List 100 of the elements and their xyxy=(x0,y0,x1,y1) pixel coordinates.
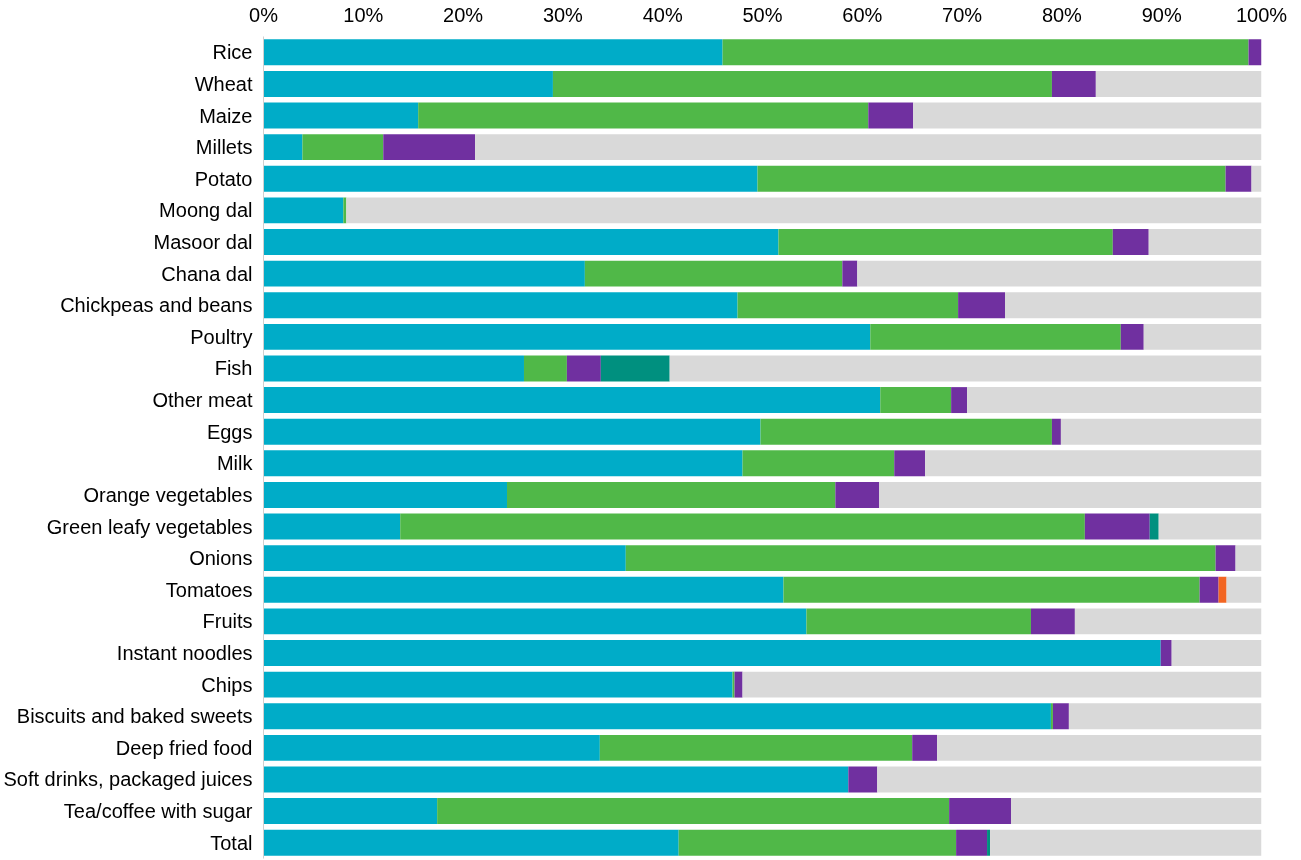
bar xyxy=(263,640,1161,666)
bar xyxy=(951,387,968,414)
bar xyxy=(263,545,626,572)
bar xyxy=(742,450,895,477)
bar xyxy=(1030,608,1075,635)
bar xyxy=(263,39,723,66)
y-tick-label: Green leafy vegetables xyxy=(46,515,253,538)
bar xyxy=(987,829,991,856)
bar xyxy=(1011,798,1262,825)
bar xyxy=(263,102,419,129)
y-tick-label: Deep fried food xyxy=(115,736,253,759)
bar xyxy=(1084,513,1150,540)
bar xyxy=(1068,703,1262,730)
x-tick-label: 60% xyxy=(842,3,883,26)
bar xyxy=(912,734,938,761)
x-tick-label: 0% xyxy=(249,3,279,26)
bar xyxy=(1112,229,1149,255)
bar xyxy=(806,608,1031,635)
bar xyxy=(346,197,1262,224)
bar xyxy=(625,545,1216,572)
bar xyxy=(263,703,1051,730)
bar xyxy=(263,387,881,414)
bar xyxy=(894,450,926,477)
bar xyxy=(678,829,957,856)
bar xyxy=(877,766,1262,793)
bar xyxy=(857,260,1262,287)
bar xyxy=(949,798,1011,825)
bar xyxy=(783,576,1200,603)
bar xyxy=(1060,418,1262,445)
bar xyxy=(437,798,950,825)
bar xyxy=(263,260,585,287)
x-tick-label: 70% xyxy=(942,3,983,26)
y-tick-label: Other meat xyxy=(152,389,253,412)
bar xyxy=(879,481,1262,508)
bar xyxy=(263,418,761,445)
bar xyxy=(263,734,600,761)
bar xyxy=(722,39,1249,66)
bar xyxy=(669,355,1262,382)
bar xyxy=(1215,545,1236,572)
bar xyxy=(418,102,869,129)
bar xyxy=(778,229,1113,255)
bar xyxy=(848,766,878,793)
bar xyxy=(1074,608,1262,635)
bar xyxy=(400,513,1085,540)
bar xyxy=(263,450,743,477)
y-tick-label: Millets xyxy=(195,136,253,159)
bar xyxy=(925,450,1262,477)
y-tick-label: Masoor dal xyxy=(153,231,253,253)
bar xyxy=(263,513,401,540)
bar xyxy=(1248,39,1262,66)
bar xyxy=(1051,70,1096,97)
bar xyxy=(263,165,758,192)
bar xyxy=(263,134,303,161)
bar xyxy=(600,355,670,382)
bar xyxy=(263,355,524,382)
x-tick-label: 40% xyxy=(642,3,683,26)
x-tick-label: 80% xyxy=(1041,3,1083,26)
y-tick-label: Moong dal xyxy=(159,199,253,222)
bar xyxy=(263,292,738,319)
bar xyxy=(263,829,679,856)
bar xyxy=(1235,545,1262,572)
bar xyxy=(1051,418,1061,445)
bar xyxy=(734,671,743,698)
bar xyxy=(1158,513,1262,540)
bar xyxy=(1143,323,1262,350)
bar xyxy=(842,260,858,287)
bar xyxy=(880,387,952,414)
bar xyxy=(1226,576,1262,603)
bar xyxy=(475,134,1262,161)
y-tick-label: Soft drinks, packaged juices xyxy=(3,768,253,791)
bar xyxy=(1218,576,1227,603)
bar xyxy=(737,292,959,319)
bar xyxy=(1160,640,1172,666)
bar xyxy=(913,102,1262,129)
bar xyxy=(967,387,1262,414)
bar xyxy=(584,260,843,287)
y-tick-label: Total xyxy=(210,831,253,854)
x-tick-label: 30% xyxy=(542,3,584,26)
y-tick-label: Eggs xyxy=(206,420,253,443)
bar xyxy=(523,355,567,382)
x-tick-label: 10% xyxy=(343,3,384,26)
y-tick-label: Instant noodles xyxy=(116,642,253,664)
bar xyxy=(937,734,1262,761)
bar xyxy=(835,481,880,508)
bar xyxy=(263,798,438,825)
bar xyxy=(757,165,1226,192)
y-tick-label: Chickpeas and beans xyxy=(60,294,253,317)
bar xyxy=(507,481,836,508)
bar xyxy=(1120,323,1144,350)
y-tick-label: Tomatoes xyxy=(165,578,253,601)
bar xyxy=(956,829,988,856)
y-tick-label: Chana dal xyxy=(161,262,253,285)
y-tick-label: Onions xyxy=(189,547,253,570)
y-tick-label: Fruits xyxy=(202,610,253,633)
bar xyxy=(1005,292,1262,319)
bar xyxy=(263,671,733,698)
bar xyxy=(1199,576,1219,603)
x-tick-label: 20% xyxy=(443,3,484,26)
bar xyxy=(599,734,913,761)
bar xyxy=(302,134,384,161)
